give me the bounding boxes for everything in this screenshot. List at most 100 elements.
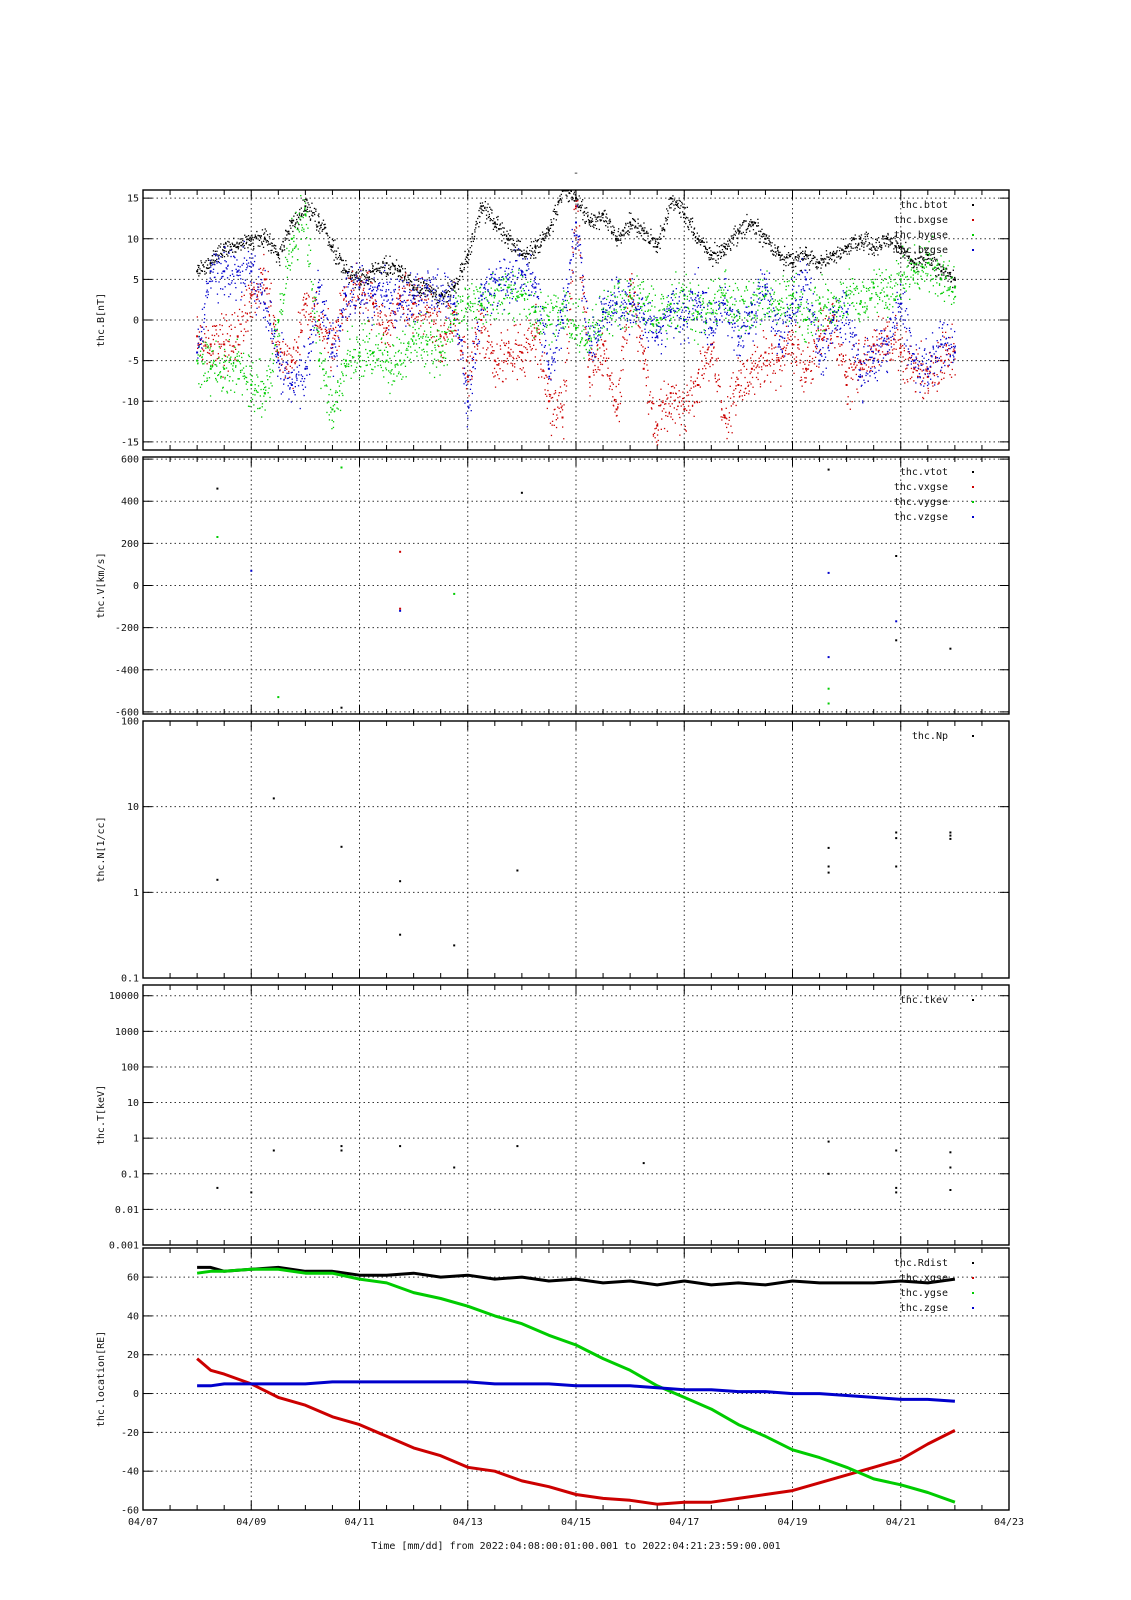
data-point (915, 362, 917, 364)
data-point (326, 332, 328, 334)
data-point (533, 327, 536, 329)
data-point (366, 298, 368, 301)
data-point (348, 268, 350, 271)
data-point (355, 366, 358, 368)
data-point (487, 330, 489, 332)
data-point (487, 314, 489, 316)
data-point (468, 287, 471, 290)
data-point (698, 240, 700, 242)
data-point (788, 338, 790, 341)
data-point (787, 353, 789, 355)
data-point (433, 319, 435, 321)
data-point (913, 362, 915, 364)
data-point (642, 353, 644, 355)
data-point (204, 333, 206, 335)
data-point (365, 348, 367, 351)
data-point (382, 333, 384, 336)
data-point (500, 332, 502, 334)
data-point (375, 270, 378, 273)
data-point (908, 255, 910, 257)
data-point (284, 377, 286, 379)
data-point (656, 245, 659, 248)
data-point (720, 400, 722, 402)
data-point (545, 233, 547, 235)
data-point (519, 344, 521, 346)
data-point (626, 312, 628, 314)
data-point (326, 329, 328, 332)
data-point (696, 237, 699, 240)
data-point (739, 230, 741, 232)
data-point (417, 280, 420, 282)
data-point (516, 240, 518, 242)
data-point (342, 289, 344, 292)
data-point (332, 421, 335, 423)
data-point (412, 286, 415, 289)
data-point (628, 225, 630, 228)
data-point (907, 381, 909, 383)
data-point (751, 353, 754, 356)
data-point (360, 276, 362, 278)
data-point (389, 334, 392, 336)
data-point (856, 388, 858, 390)
data-point (568, 200, 570, 202)
data-point (510, 249, 512, 251)
data-point (464, 258, 467, 260)
data-point (532, 251, 534, 253)
data-point (316, 226, 318, 228)
data-point (497, 357, 499, 359)
data-point (406, 284, 408, 286)
data-point (610, 374, 612, 377)
data-point (674, 422, 676, 424)
data-point (528, 319, 530, 321)
data-point (429, 339, 431, 341)
data-point (249, 297, 252, 299)
data-point (890, 358, 892, 360)
data-point (443, 324, 445, 327)
data-point (435, 290, 437, 292)
data-point (480, 319, 483, 321)
data-point (706, 362, 708, 364)
data-point (396, 336, 398, 339)
data-point (356, 275, 358, 277)
data-point (222, 366, 224, 368)
data-point (198, 266, 200, 269)
data-point (641, 229, 643, 231)
data-point (499, 345, 501, 347)
data-point (754, 233, 756, 235)
data-point (536, 318, 538, 320)
data-point (258, 306, 260, 308)
data-point (447, 304, 450, 306)
data-point (517, 249, 519, 251)
data-point (463, 319, 466, 321)
data-point (277, 335, 279, 338)
data-point (797, 256, 799, 258)
data-point (322, 316, 325, 318)
data-point (543, 307, 545, 309)
data-point (422, 333, 425, 335)
data-point (642, 352, 644, 354)
data-point (733, 401, 735, 403)
data-point (925, 369, 927, 371)
data-point (471, 376, 473, 378)
data-point (463, 316, 465, 318)
data-point (392, 263, 394, 265)
data-point (439, 337, 441, 340)
data-point (341, 259, 343, 262)
data-point (913, 380, 915, 382)
data-point (413, 342, 415, 344)
data-point (498, 300, 500, 302)
data-point (332, 244, 334, 246)
data-point (657, 238, 659, 240)
data-point (250, 243, 252, 245)
data-point (566, 318, 569, 320)
data-point (327, 332, 329, 334)
data-point (484, 309, 486, 311)
data-point (880, 338, 882, 340)
data-point (579, 254, 581, 256)
data-point (229, 376, 231, 378)
data-point (203, 349, 205, 352)
data-point (531, 323, 534, 326)
data-point (494, 225, 496, 227)
data-point (547, 229, 550, 232)
data-point (561, 309, 563, 311)
